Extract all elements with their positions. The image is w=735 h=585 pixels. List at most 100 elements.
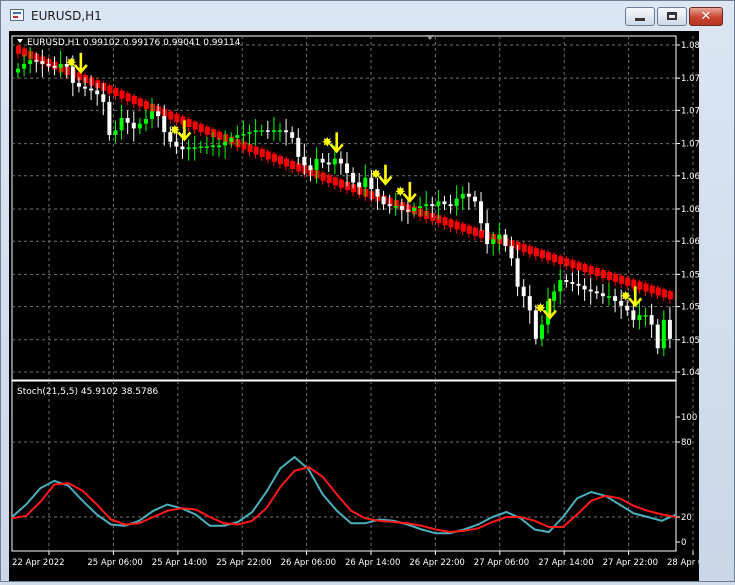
candle-body <box>198 146 203 148</box>
band-bar <box>643 283 649 292</box>
candle-body <box>667 319 672 339</box>
red-trend-band <box>16 43 673 304</box>
candle-body <box>101 94 106 102</box>
band-bar <box>606 271 612 280</box>
candle-body <box>564 280 569 282</box>
band-bar <box>180 116 186 125</box>
candle-body <box>150 111 155 119</box>
symbol-ohlc-label: EURUSD,H1 0.99102 0.99176 0.99041 0.9911… <box>27 38 241 48</box>
candle-body <box>180 146 185 150</box>
candle-body <box>46 63 51 66</box>
candle-body <box>430 204 435 207</box>
candle-body <box>107 101 112 136</box>
candle-body <box>186 147 191 150</box>
candle-body <box>314 158 319 171</box>
time-tick-label: 22 Apr 2022 <box>12 558 65 568</box>
band-bar <box>186 119 192 128</box>
panel-collapse-triangle-icon[interactable] <box>17 39 23 43</box>
candle-body <box>448 204 453 207</box>
candle-body <box>143 118 148 124</box>
candle-body <box>247 132 252 135</box>
candle-body <box>588 289 593 292</box>
band-bar <box>661 289 667 298</box>
price-tick-label: 1.06820 <box>681 172 699 182</box>
band-bar <box>582 264 588 273</box>
band-bar <box>168 111 174 120</box>
time-tick-label: 25 Apr 22:00 <box>216 558 271 568</box>
minimize-button[interactable] <box>625 7 655 26</box>
maximize-button[interactable] <box>657 7 687 26</box>
price-axis: 1.08200 1.07850 1.07510 1.07160 1.06820 1.064… <box>676 41 716 378</box>
band-bar <box>204 126 210 135</box>
band-bar <box>338 179 344 188</box>
band-bar <box>546 252 552 261</box>
band-bar <box>113 88 119 97</box>
price-tick-label: 1.07160 <box>681 140 699 150</box>
time-tick-label: 27 Apr 22:00 <box>603 558 658 568</box>
candle-body <box>70 66 75 83</box>
candle-body <box>83 86 88 89</box>
signal-star-icon: ✸ <box>620 289 631 304</box>
band-bar <box>667 291 673 300</box>
candle-body <box>296 137 301 157</box>
stoch-main-line <box>11 455 677 535</box>
chart-shift-marker-icon[interactable] <box>426 35 434 40</box>
band-bar <box>351 184 357 193</box>
candle-body <box>600 293 605 297</box>
time-tick-label: 26 Apr 06:00 <box>281 558 336 568</box>
candle-body <box>381 196 386 205</box>
candle-body <box>399 206 404 210</box>
candle-body <box>40 61 45 64</box>
candle-body <box>661 319 666 349</box>
candle-body <box>509 245 514 259</box>
candle-body <box>326 162 331 165</box>
band-bar <box>259 148 265 157</box>
candle-body <box>625 305 630 311</box>
candle-body <box>338 158 343 164</box>
candle-body <box>393 206 398 208</box>
candle-body <box>253 130 258 133</box>
band-bar <box>619 275 625 284</box>
candle-body <box>204 146 209 148</box>
band-bar <box>521 244 527 253</box>
candle-body <box>539 324 544 339</box>
candle-body <box>357 182 362 188</box>
candle-body <box>412 208 417 211</box>
candle-body <box>576 283 581 286</box>
band-bar <box>533 248 539 257</box>
candle-body <box>485 223 490 245</box>
candle-body <box>64 63 69 67</box>
band-bar <box>265 151 271 160</box>
stoch-signal-line <box>11 465 677 534</box>
stoch-tick-label: 80 <box>681 438 692 448</box>
close-icon: ✕ <box>700 9 712 24</box>
price-tick-label: 1.05090 <box>681 336 699 346</box>
candle-body <box>521 286 526 297</box>
stoch-tick-label: 0 <box>681 538 686 548</box>
band-bar <box>332 177 338 186</box>
time-tick-label: 26 Apr 14:00 <box>345 558 400 568</box>
title-bar[interactable]: EURUSD,H1 ✕ <box>1 1 734 31</box>
candle-body <box>229 137 234 142</box>
band-bar <box>576 262 582 271</box>
band-bar <box>217 131 223 140</box>
close-button[interactable]: ✕ <box>689 7 723 26</box>
candle-body <box>570 281 575 284</box>
candle-body <box>369 177 374 190</box>
signal-star-icon: ✸ <box>169 123 180 138</box>
price-tick-label: 1.08200 <box>681 41 699 51</box>
window-title: EURUSD,H1 <box>31 9 102 23</box>
band-bar <box>649 285 655 294</box>
band-bar <box>600 269 606 278</box>
chart-area[interactable]: ✸ ✸ ✸ ✸ ✸ ✸ ✸ EURUSD,H1 0.99102 0.99176 0.9904… <box>9 31 722 581</box>
candle-body <box>631 310 636 320</box>
band-bar <box>247 144 253 153</box>
chart-app-icon <box>10 9 24 21</box>
candle-body <box>156 111 161 117</box>
band-bar <box>539 250 545 259</box>
candle-body <box>637 315 642 320</box>
band-bar <box>174 113 180 122</box>
candle-body <box>643 315 648 317</box>
candle-body <box>606 296 611 298</box>
time-tick-label: 27 Apr 06:00 <box>474 558 529 568</box>
